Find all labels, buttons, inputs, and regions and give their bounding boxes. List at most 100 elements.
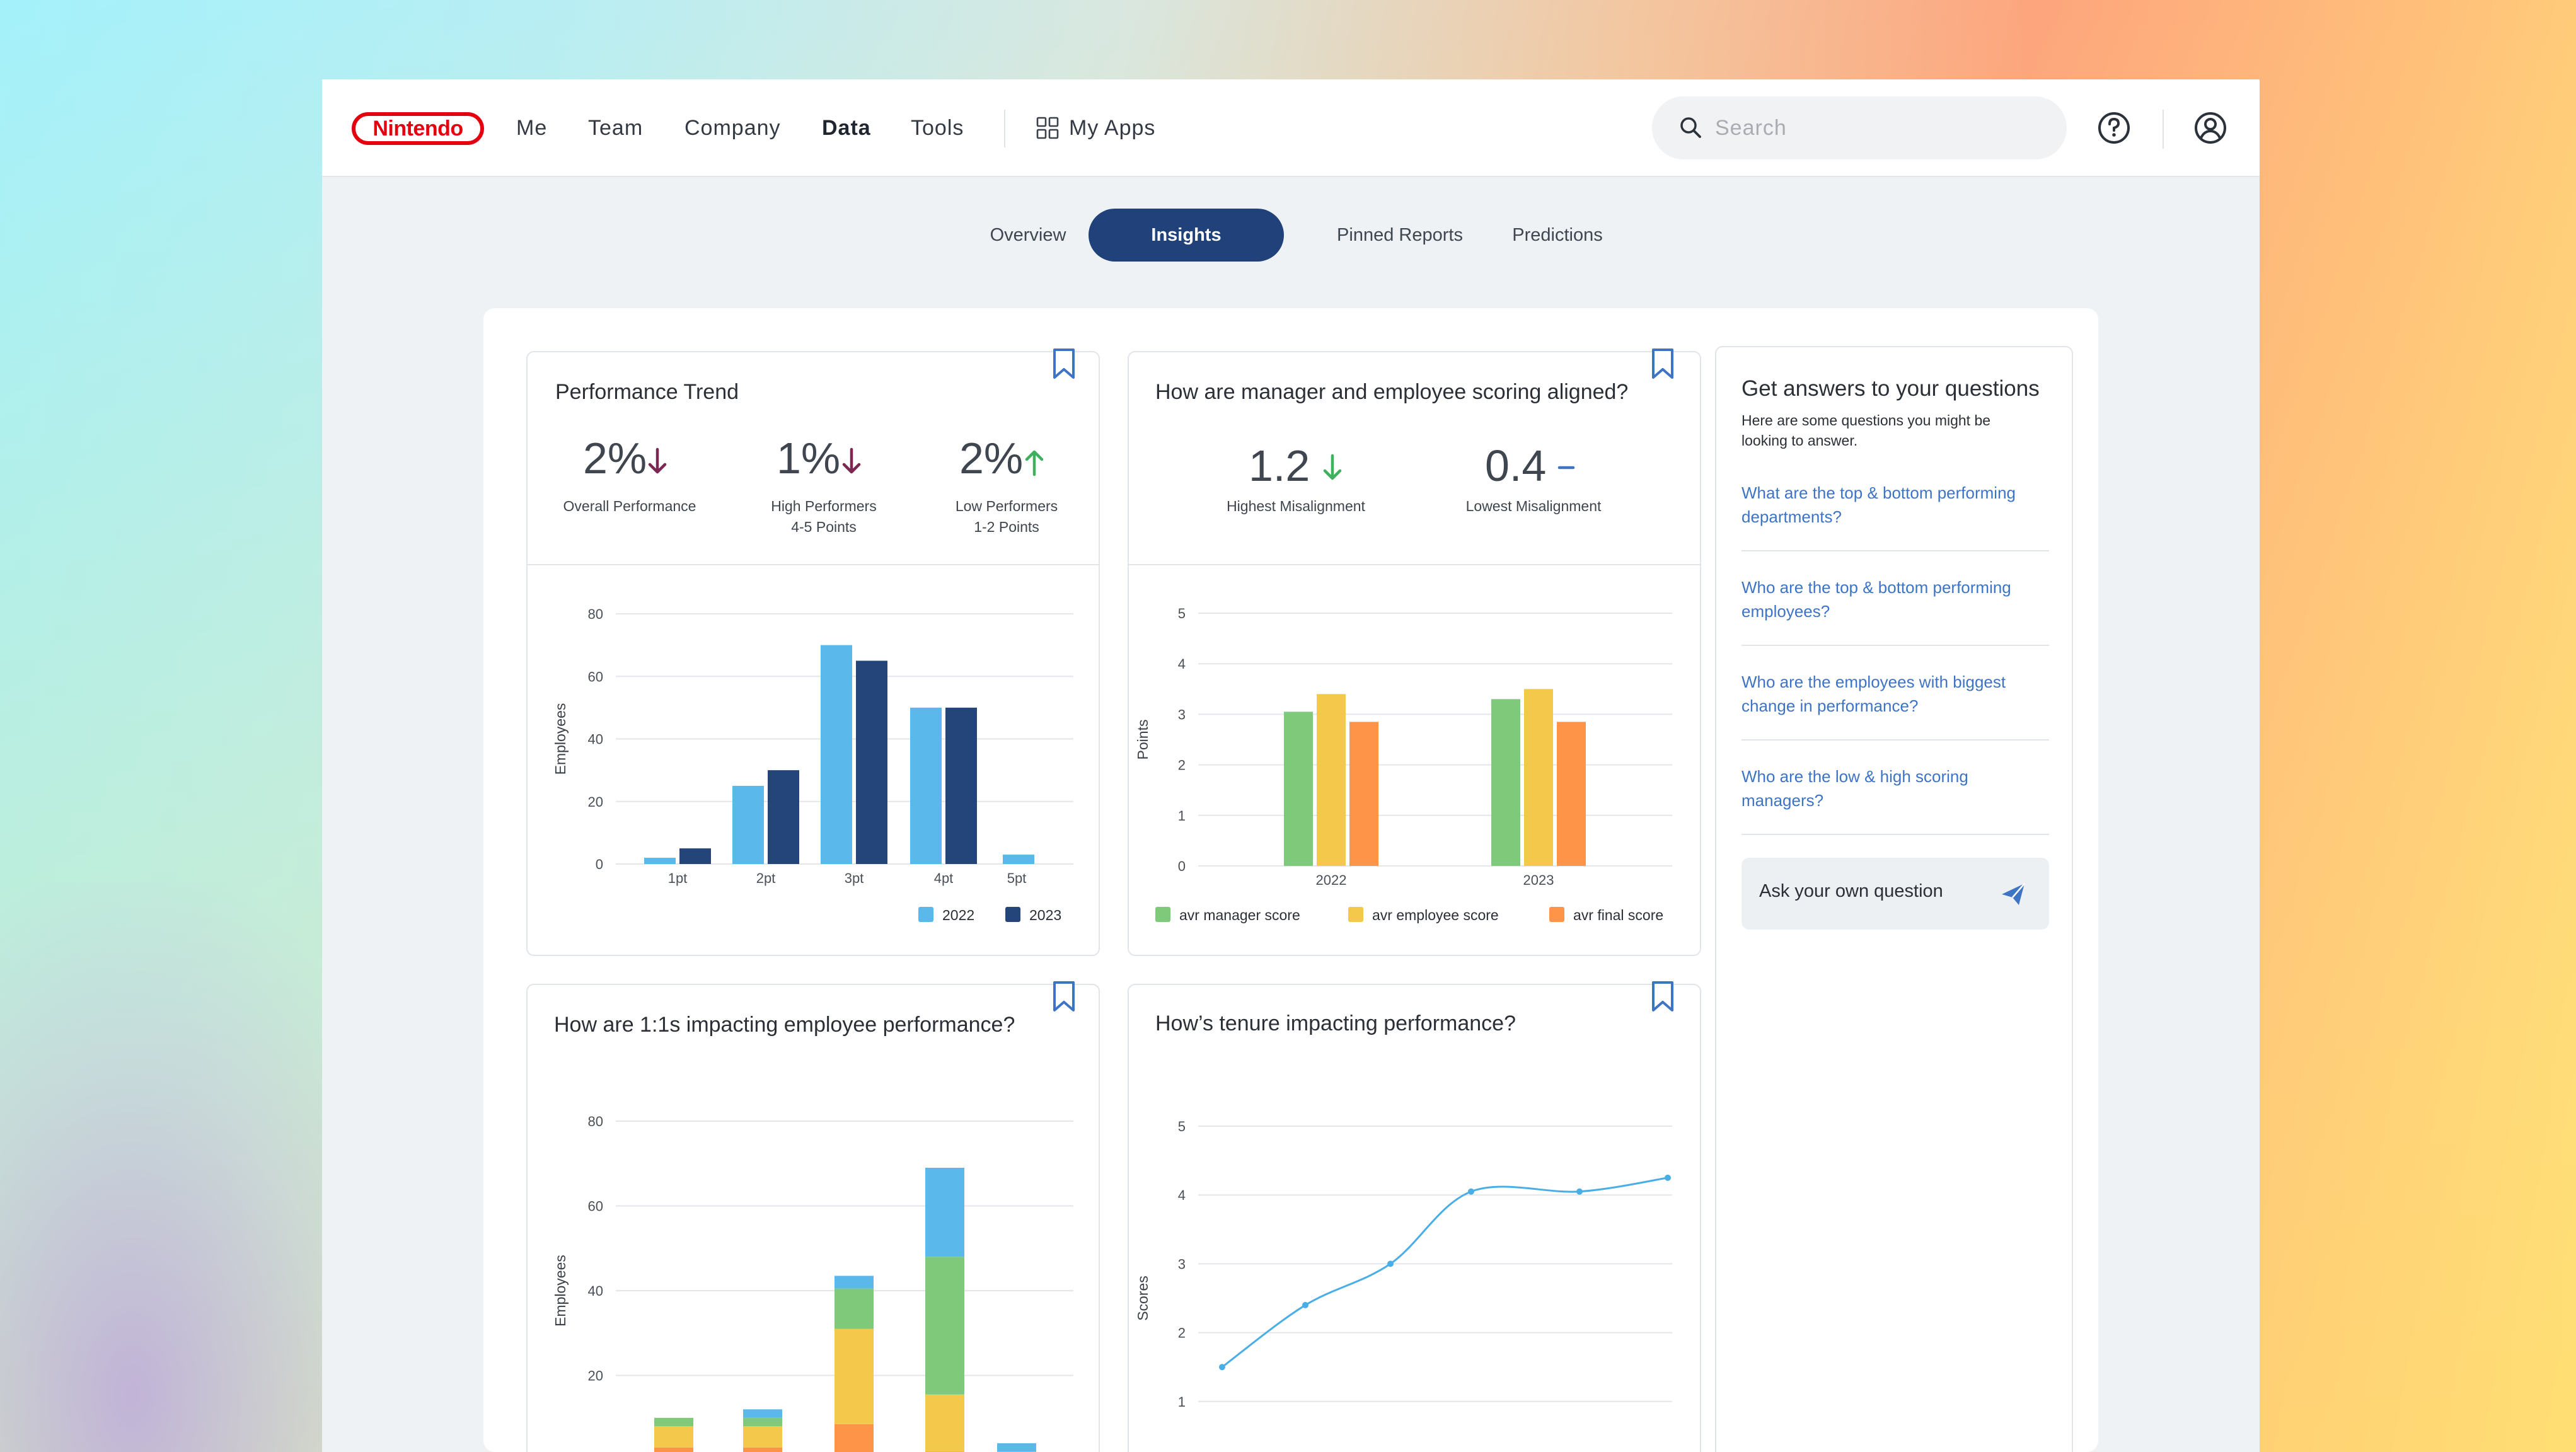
y-tick-label: 60 (588, 1199, 603, 1214)
bookmark-icon[interactable] (1651, 349, 1675, 380)
ask-question-label: Ask your own question (1759, 881, 1943, 901)
bar-segment (925, 1257, 964, 1395)
question-link[interactable]: Who are the top & bottom performing empl… (1741, 578, 2011, 621)
legend-label: avr manager score (1179, 907, 1300, 923)
arrow-up-icon (1025, 450, 1044, 476)
data-point (1302, 1301, 1308, 1308)
y-tick-label: 2 (1178, 1325, 1186, 1341)
y-axis-label: Employees (552, 703, 569, 775)
y-tick-label: 4 (1178, 1187, 1186, 1203)
card-title: How’s tenure impacting performance? (1155, 1011, 1516, 1035)
bar (1349, 722, 1378, 866)
legend-swatch (1005, 907, 1020, 922)
bar-segment (925, 1394, 964, 1452)
bookmark-icon[interactable] (1052, 981, 1076, 1013)
question-divider (1741, 739, 2049, 740)
score-alignment-chart: 0 1 2 3 4 5 Points 2022 2023 avr manager score avr… (1135, 606, 1672, 923)
question-link[interactable]: Who are the employees with biggest chang… (1741, 672, 2006, 715)
x-tick-label: 2022 (1316, 872, 1347, 888)
nav-separator (1004, 110, 1005, 147)
nav-item-tools[interactable]: Tools (911, 116, 964, 140)
kpi-label: High Performers 4-5 Points (771, 498, 877, 535)
legend-label: 2022 (942, 907, 974, 923)
bar-segment (835, 1424, 874, 1452)
y-tick-label: 5 (1178, 1119, 1186, 1134)
question-divider (1741, 645, 2049, 646)
search-bar[interactable]: Search (1652, 96, 2067, 159)
kpi-value: 1% (777, 434, 841, 483)
legend-swatch (1348, 907, 1363, 922)
data-point (1387, 1260, 1394, 1267)
kpi-value: 2% (959, 434, 1024, 483)
bookmark-icon[interactable] (1651, 981, 1675, 1013)
question-link[interactable]: Who are the low & high scoring managers? (1741, 767, 1968, 810)
bar-segment (743, 1447, 782, 1452)
legend-label: 2023 (1029, 907, 1061, 923)
legend-swatch (1549, 907, 1564, 922)
help-icon[interactable] (2096, 110, 2132, 146)
tenure-chart: 012345Scores (1135, 1119, 1672, 1410)
arrow-down-icon (648, 447, 667, 474)
card-title: Performance Trend (555, 380, 739, 404)
y-tick-label: 80 (588, 606, 603, 622)
nav-item-company[interactable]: Company (684, 116, 781, 140)
ask-question-input[interactable]: Ask your own question (1741, 858, 2049, 930)
bar-segment (654, 1447, 693, 1452)
y-tick-label: 60 (588, 669, 603, 684)
y-tick-label: 4 (1178, 656, 1186, 672)
bar (1491, 699, 1520, 866)
tab-predictions[interactable]: Predictions (1512, 225, 1603, 245)
y-tick-label: 0 (596, 856, 603, 872)
y-tick-label: 5 (1178, 606, 1186, 621)
kpi-label: Highest Misalignment (1227, 498, 1365, 514)
data-point (1665, 1174, 1671, 1181)
grid-icon[interactable] (1036, 117, 1059, 139)
bar (945, 707, 977, 864)
data-point (1576, 1188, 1583, 1195)
card-title: How are 1:1s impacting employee performa… (554, 1013, 1015, 1037)
search-input[interactable]: Search (1715, 116, 1787, 140)
app-window: Nintendo Me Team Company Data Tools My A… (322, 79, 2260, 1452)
bar (1557, 722, 1586, 866)
kpi-value: 1.2 (1249, 441, 1310, 490)
bar (1284, 712, 1313, 866)
user-profile-icon[interactable] (2193, 110, 2228, 146)
bar-segment (835, 1328, 874, 1424)
bar-segment (835, 1288, 874, 1329)
tab-pinned-reports[interactable]: Pinned Reports (1337, 225, 1463, 245)
nintendo-logo[interactable]: Nintendo (352, 112, 484, 145)
search-icon (1680, 117, 1701, 138)
nav-item-data[interactable]: Data (822, 116, 871, 140)
bar (679, 848, 711, 864)
question-link[interactable]: What are the top & bottom performing dep… (1741, 483, 2016, 526)
y-tick-label: 20 (588, 794, 603, 810)
y-axis-label: Employees (552, 1255, 569, 1327)
bar (768, 770, 799, 864)
nav-item-team[interactable]: Team (588, 116, 644, 140)
performance-trend-card: Performance Trend 2% Overall Performance… (526, 349, 1100, 956)
y-tick-label: 20 (588, 1368, 603, 1384)
send-icon[interactable] (2000, 882, 2026, 907)
tenure-card: How’s tenure impacting performance? 0123… (1128, 981, 1701, 1452)
tab-overview[interactable]: Overview (990, 225, 1066, 245)
bar (1317, 694, 1346, 866)
x-tick-label: 4pt (934, 870, 954, 886)
bar (821, 645, 852, 864)
series-line (1222, 1177, 1668, 1368)
bookmark-icon[interactable] (1052, 349, 1076, 380)
one-on-ones-card: How are 1:1s impacting employee performa… (526, 981, 1100, 1452)
bar (1524, 689, 1553, 866)
score-alignment-card: How are manager and employee scoring ali… (1128, 349, 1701, 956)
kpi-label: Low Performers 1-2 Points (955, 498, 1058, 535)
toolbar-separator (2163, 110, 2164, 149)
x-tick-label: 2023 (1523, 872, 1554, 888)
bar (1003, 855, 1034, 864)
nav-item-me[interactable]: Me (516, 116, 548, 140)
bar-segment (743, 1409, 782, 1418)
nav-item-my-apps[interactable]: My Apps (1069, 116, 1156, 140)
card-divider (528, 564, 1099, 565)
question-divider (1741, 834, 2049, 835)
bar-segment (654, 1426, 693, 1448)
tab-insights[interactable]: Insights (1089, 209, 1284, 262)
